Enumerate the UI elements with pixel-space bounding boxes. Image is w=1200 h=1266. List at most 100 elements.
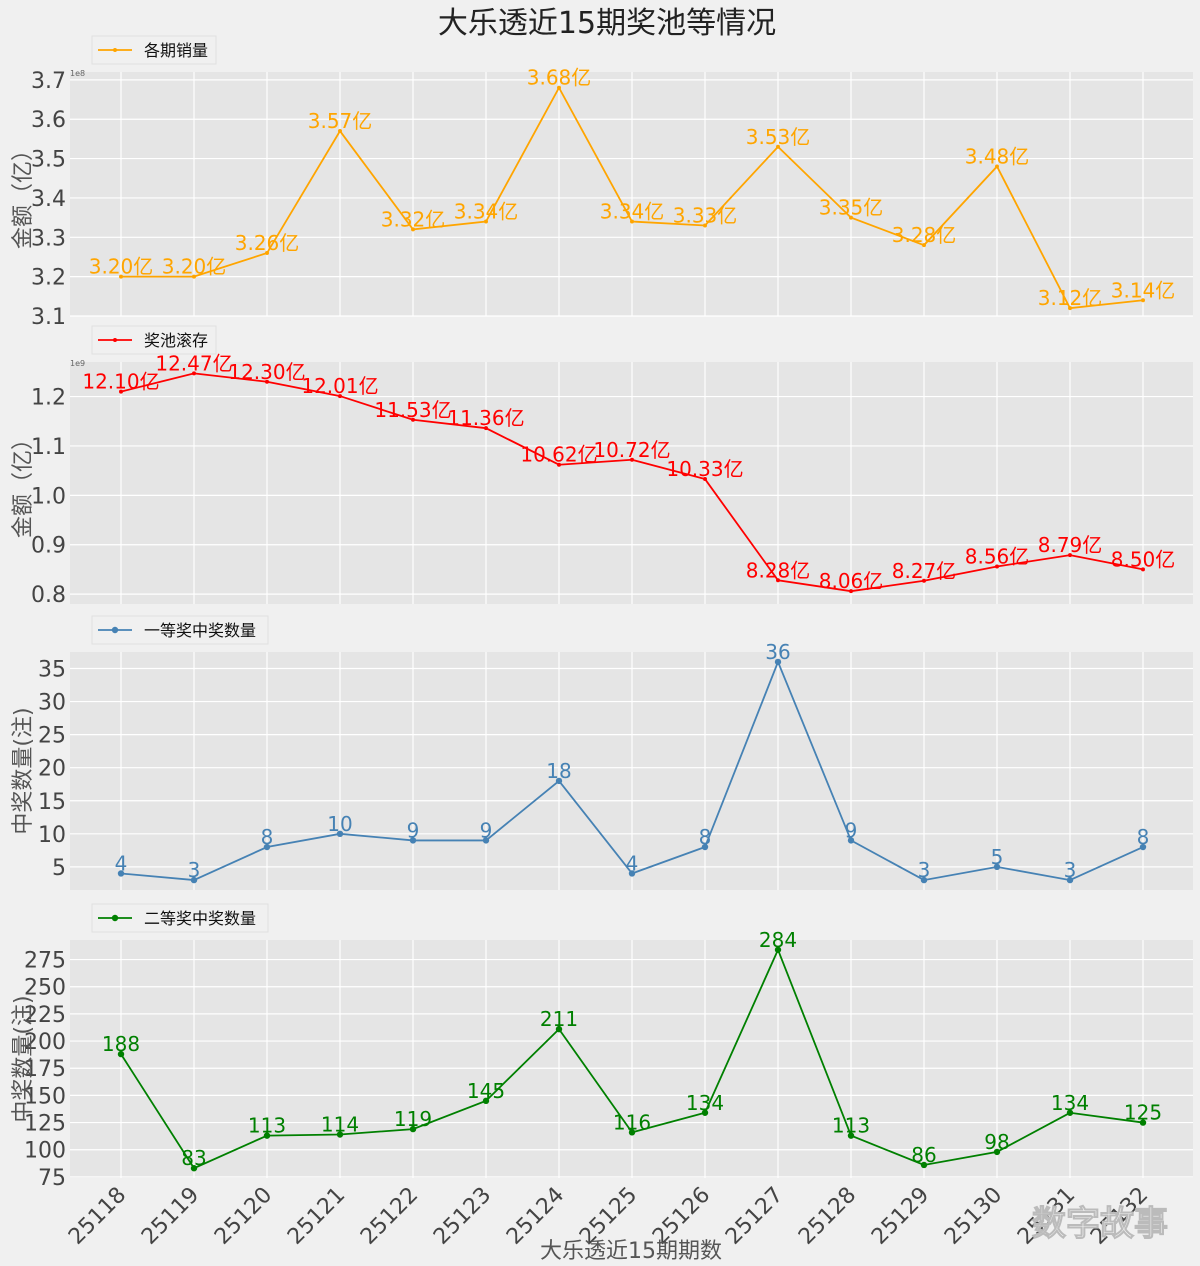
x-tick-label: 25120 (210, 1183, 277, 1250)
data-label: 211 (540, 1007, 578, 1031)
data-point (849, 215, 853, 220)
data-point (703, 223, 707, 228)
data-label: 3.34亿 (600, 200, 665, 224)
data-point (192, 371, 196, 376)
data-label: 18 (546, 759, 571, 783)
y-tick-label: 175 (24, 1057, 66, 1082)
y-tick-label: 1.0 (31, 484, 66, 509)
y-tick-label: 100 (24, 1139, 66, 1164)
data-point (774, 946, 782, 953)
data-point (847, 1132, 855, 1139)
data-label: 134 (1051, 1091, 1089, 1115)
legend-label: 各期销量 (144, 41, 208, 60)
data-point (1139, 843, 1147, 851)
data-label: 134 (686, 1091, 724, 1115)
data-point (1141, 567, 1145, 572)
data-point (628, 1129, 636, 1136)
panel-1: 3.1 3.2 3.3 3.4 3.5 3.6 3.7 1e8 金额（亿） 3.20亿 3.20亿 3… (11, 35, 1193, 330)
x-tick-label: 25128 (794, 1183, 861, 1250)
x-tick-label: 25119 (137, 1183, 204, 1250)
data-point (847, 837, 855, 844)
legend-marker (111, 914, 119, 922)
data-label: 9 (845, 818, 858, 842)
data-label: 113 (248, 1114, 286, 1138)
data-point (190, 876, 198, 884)
legend-label: 二等奖中奖数量 (144, 909, 256, 928)
y-tick-label: 275 (24, 949, 66, 974)
y-tick-label: 35 (38, 658, 66, 683)
y-tick-label: 150 (24, 1084, 66, 1109)
chart-title: 大乐透近15期奖池等情况 (438, 6, 776, 41)
data-point (776, 578, 780, 583)
data-point (1066, 1109, 1074, 1116)
data-label: 114 (321, 1113, 359, 1137)
data-point (630, 457, 634, 462)
y-tick-label: 3.3 (31, 226, 66, 251)
data-label: 3.12亿 (1038, 286, 1103, 310)
data-label: 119 (394, 1107, 432, 1131)
x-tick-label: 25121 (283, 1183, 350, 1250)
watermark: 数字故事 (1032, 1204, 1168, 1244)
y-tick-label: 3.2 (31, 266, 66, 291)
data-label: 12.01亿 (301, 374, 378, 398)
data-point (482, 837, 490, 844)
data-point (265, 379, 269, 384)
legend-label: 奖池滚存 (144, 331, 208, 350)
data-point (192, 274, 196, 279)
data-label: 11.53亿 (374, 398, 451, 422)
data-label: 5 (991, 845, 1004, 869)
data-label: 3 (918, 858, 931, 882)
data-point (993, 1148, 1001, 1156)
data-point (411, 417, 415, 422)
x-tick-label: 25129 (867, 1183, 934, 1250)
data-point (117, 870, 125, 877)
data-label: 9 (407, 818, 420, 842)
data-label: 12.30亿 (228, 360, 305, 384)
y-tick-label: 225 (24, 1003, 66, 1028)
data-point (1139, 1119, 1147, 1126)
data-point (484, 426, 488, 431)
y-tick-label: 3.4 (31, 187, 66, 212)
data-label: 3 (1064, 858, 1077, 882)
data-point (920, 876, 928, 884)
y-tick-label: 1.2 (31, 386, 66, 411)
data-point (1068, 306, 1072, 311)
data-point (557, 462, 561, 467)
y-tick-label: 10 (38, 823, 66, 848)
data-point (482, 1097, 490, 1105)
data-label: 8.27亿 (892, 559, 957, 583)
data-label: 4 (626, 851, 639, 875)
data-point (993, 863, 1001, 871)
x-tick-label: 25122 (356, 1183, 423, 1250)
data-point (484, 219, 488, 224)
data-label: 3.14亿 (1111, 278, 1176, 302)
y-tick-label: 3.6 (31, 108, 66, 133)
data-label: 8.06亿 (819, 569, 884, 593)
data-point (338, 129, 342, 134)
y-tick-label: 15 (38, 790, 66, 815)
axis-offset-text: 1e8 (70, 69, 85, 78)
data-label: 3.33亿 (673, 203, 738, 227)
y-tick-label: 3.1 (31, 305, 66, 330)
y-tick-label: 0.8 (31, 583, 66, 608)
y-tick-label: 30 (38, 691, 66, 716)
y-axis-label: 中奖数量(注) (11, 707, 36, 834)
panels-layer: 3.1 3.2 3.3 3.4 3.5 3.6 3.7 1e8 金额（亿） 3.20亿 3.20亿 3… (11, 35, 1193, 1250)
y-axis-label: 金额（亿） (11, 428, 36, 538)
panel-2: 0.8 0.9 1.0 1.1 1.2 1e9 金额（亿） 12.10亿12.47亿12.30… (11, 325, 1193, 608)
data-point (119, 274, 123, 279)
y-axis-label: 金额（亿） (11, 139, 36, 249)
data-point (630, 219, 634, 224)
y-tick-label: 3.7 (31, 69, 66, 94)
data-point (922, 243, 926, 248)
data-point (190, 1165, 198, 1172)
data-point (411, 227, 415, 232)
data-point (774, 658, 782, 666)
data-point (555, 777, 563, 785)
x-tick-label: 25123 (429, 1183, 496, 1250)
data-label: 145 (467, 1079, 505, 1103)
data-point (995, 564, 999, 569)
legend-marker (113, 338, 117, 342)
data-label: 284 (759, 928, 797, 952)
